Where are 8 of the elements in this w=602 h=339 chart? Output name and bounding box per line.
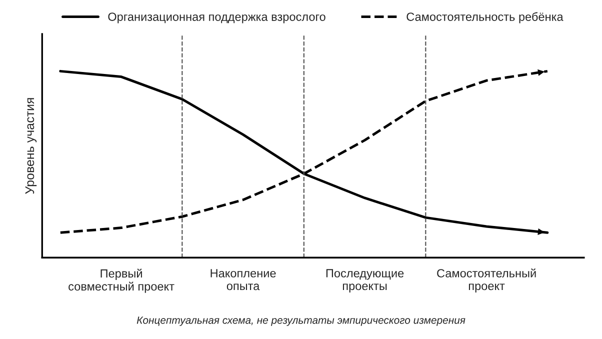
- x-tick-label: Накопление опыта: [210, 269, 276, 290]
- x-tick-label: Первый совместный проект: [68, 268, 174, 293]
- x-tick-label: Самостоятельный проект: [437, 268, 536, 292]
- x-tick-label: Последующие проекты: [326, 269, 404, 292]
- legend-label: Организационная поддержка взрослого: [108, 12, 326, 24]
- y-axis-title: Уровень участия: [25, 98, 37, 194]
- text: Концептуальная схема, не результаты эмпирического измерения: [136, 316, 466, 326]
- legend-label: Самостоятельность ребёнка: [406, 12, 564, 24]
